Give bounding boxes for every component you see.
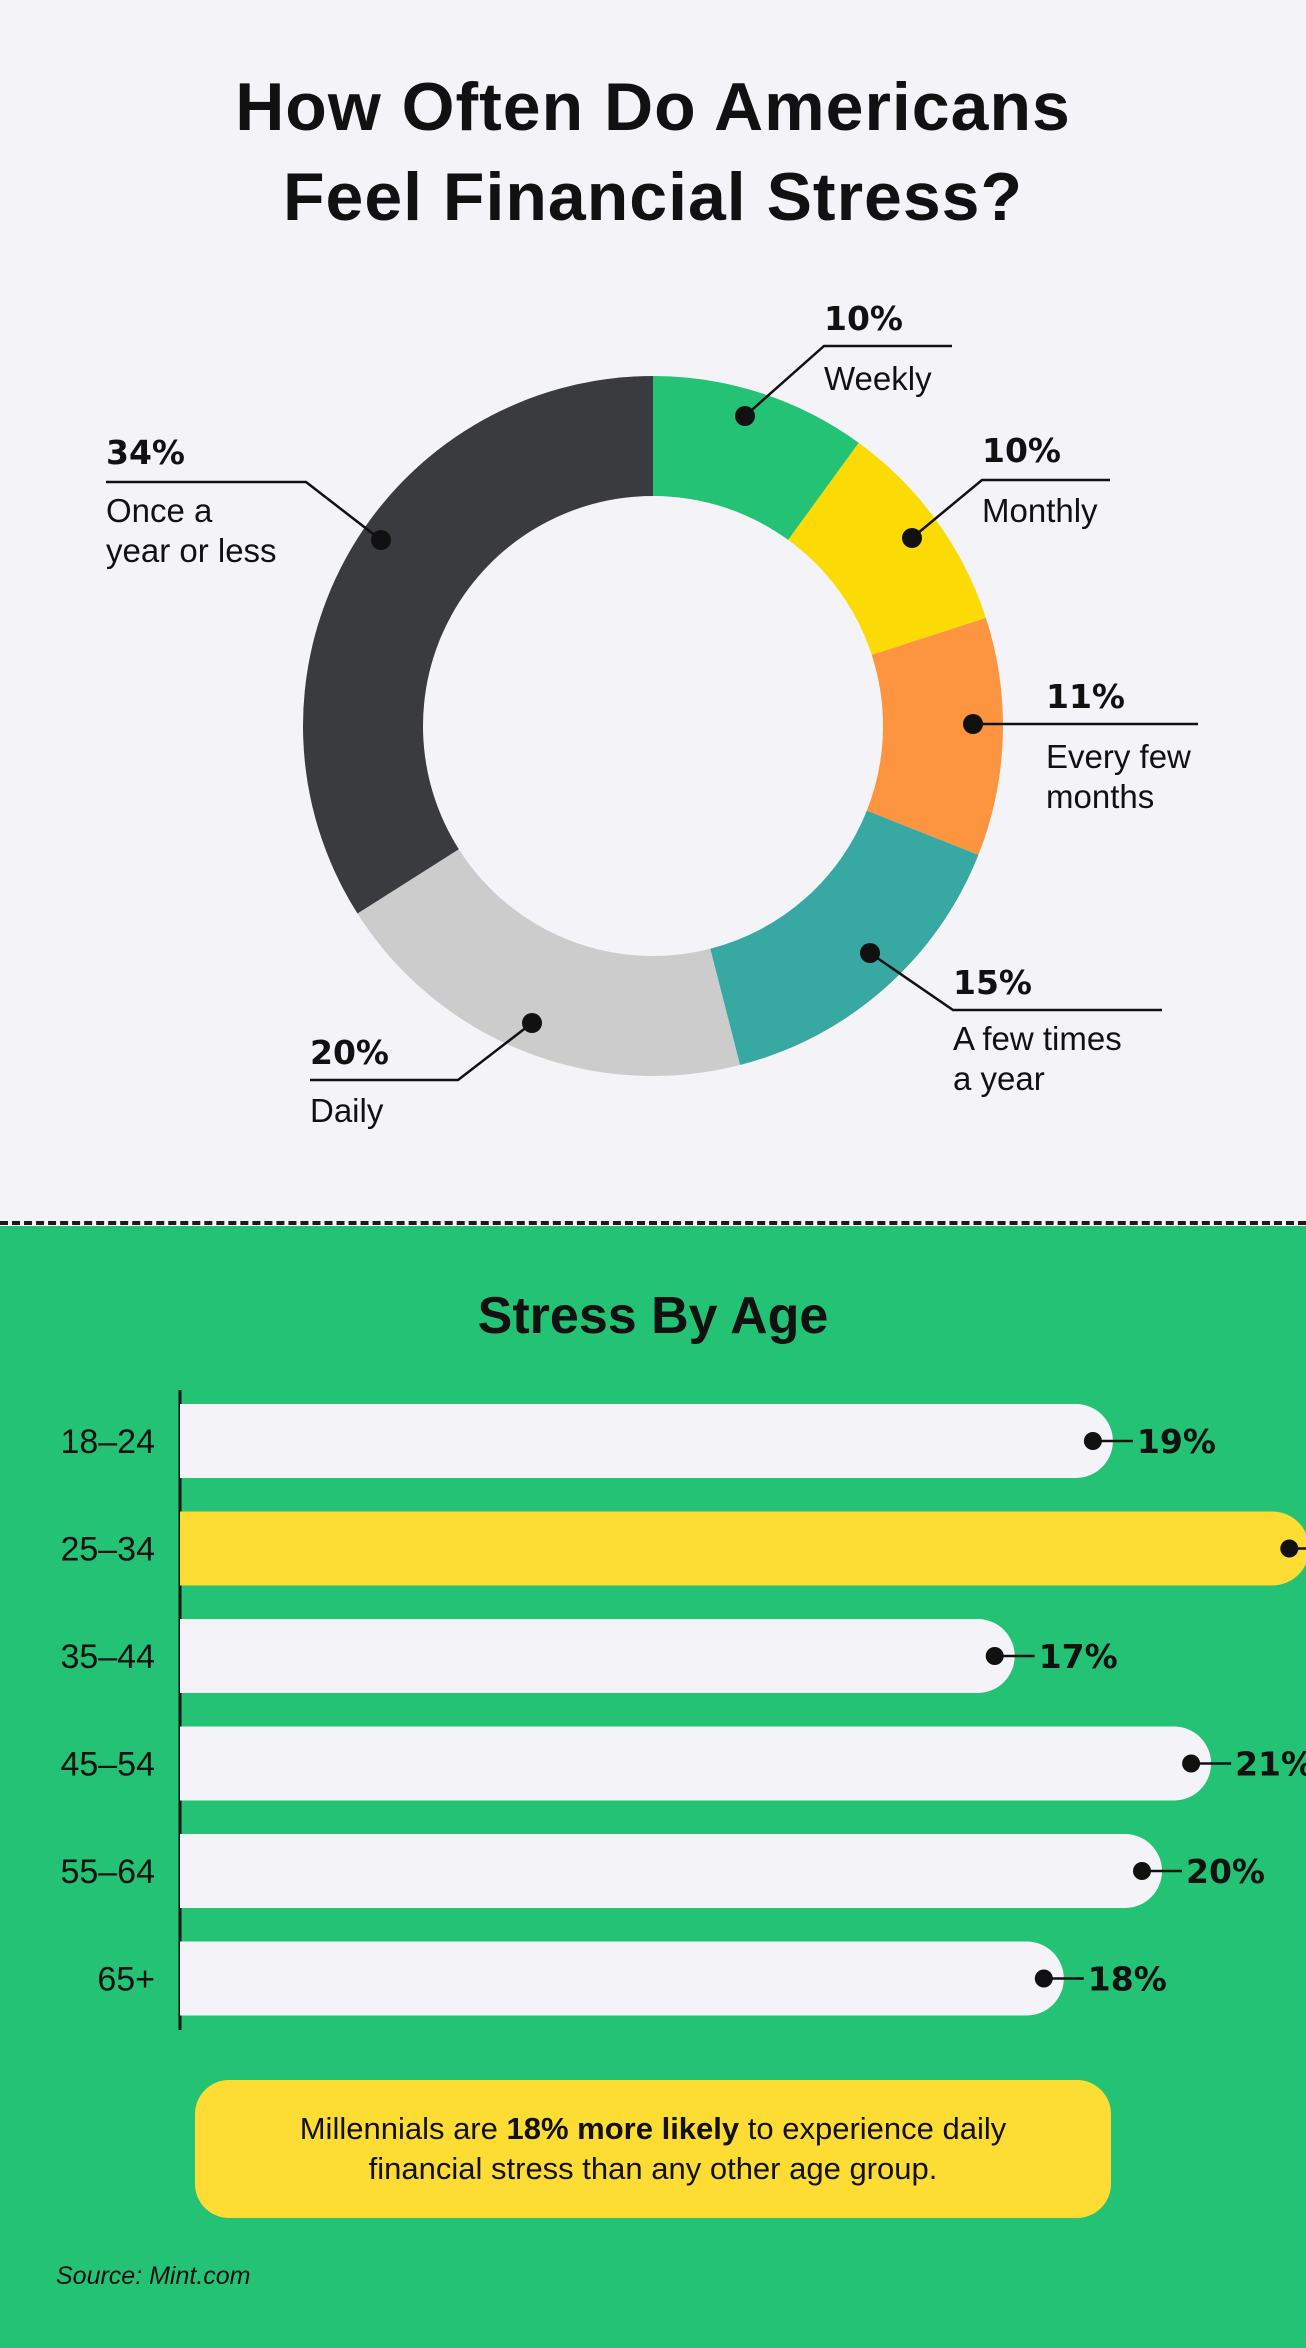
slice-category-label: A few times [953, 1020, 1122, 1057]
slice-category-label: year or less [106, 532, 277, 569]
slice-percent-label: 10% [824, 299, 903, 338]
leader-dot [735, 406, 755, 426]
age-bar [180, 1511, 1306, 1586]
donut-slice [303, 376, 653, 914]
leader-dot [371, 530, 391, 550]
callout-text-after: to experience daily [739, 2111, 1007, 2146]
bar-value-dot [1280, 1539, 1299, 1558]
bar-value-dot [1034, 1969, 1053, 1988]
callout-text-before: Millennials are [299, 2111, 507, 2146]
callout-box: Millennials are 18% more likely to exper… [195, 2080, 1111, 2218]
leader-line [744, 344, 952, 417]
bar-value-label: 20% [1186, 1852, 1265, 1891]
bar-value-dot [1133, 1862, 1151, 1880]
age-category-label: 35–44 [60, 1638, 155, 1676]
slice-percent-label: 20% [310, 1033, 389, 1072]
donut-slice [653, 376, 859, 540]
callout-line-2: financial stress than any other age grou… [368, 2151, 938, 2186]
leader-dot [522, 1013, 542, 1033]
slice-category-label: Every few [1046, 738, 1191, 775]
leader-line [310, 1022, 533, 1082]
age-category-label: 65+ [97, 1961, 155, 1999]
leader-line [106, 480, 382, 541]
source-credit: Source: Mint.com [56, 2262, 251, 2290]
bar-value-label: 18% [1088, 1960, 1167, 1999]
donut-slice [710, 810, 979, 1066]
age-category-label: 25–34 [60, 1531, 155, 1569]
age-bar [180, 1404, 1113, 1478]
bar-value-dot [985, 1647, 1004, 1665]
section-divider [0, 1221, 1306, 1225]
age-bar [180, 1941, 1064, 2016]
slice-category-label: Monthly [982, 492, 1098, 529]
leader-line [911, 478, 1110, 539]
leader-dot [963, 714, 983, 734]
bar-chart-title: Stress By Age [477, 1287, 829, 1345]
age-bar-chart: 18–2419%25–3423%35–4417%45–5421%55–6420%… [60, 1390, 1306, 2030]
bar-value-dot [1182, 1754, 1201, 1773]
slice-category-label: Weekly [824, 360, 932, 397]
donut-slice [788, 442, 986, 655]
slice-percent-label: 10% [982, 431, 1061, 470]
title-line-2: Feel Financial Stress? [282, 159, 1024, 235]
slice-category-label: months [1046, 778, 1154, 815]
callout-bold-text: 18% more likely [506, 2111, 740, 2146]
slice-category-label: Daily [310, 1092, 384, 1129]
title-line-1: How Often Do Americans [235, 69, 1071, 145]
slice-percent-label: 11% [1046, 677, 1125, 716]
donut-slice [866, 617, 1003, 855]
age-bar [180, 1726, 1212, 1801]
donut-slice [357, 849, 741, 1076]
bar-value-label: 17% [1039, 1637, 1118, 1676]
age-category-label: 45–54 [60, 1746, 155, 1784]
leader-dot [902, 528, 922, 548]
age-bar [180, 1834, 1162, 1908]
bar-value-label: 21% [1235, 1745, 1306, 1784]
leader-dot [860, 943, 880, 963]
slice-percent-label: 34% [106, 433, 185, 472]
age-category-label: 18–24 [60, 1423, 155, 1461]
slice-percent-label: 15% [953, 963, 1032, 1002]
bar-value-dot [1083, 1432, 1102, 1450]
page-title: How Often Do Americans Feel Financial St… [0, 62, 1306, 242]
age-category-label: 55–64 [60, 1853, 155, 1891]
bar-value-label: 19% [1137, 1422, 1216, 1461]
slice-category-label: a year [953, 1060, 1045, 1097]
age-bar [180, 1619, 1015, 1693]
leader-line [869, 951, 1162, 1012]
callout-line-1: Millennials are 18% more likely to exper… [300, 2109, 1007, 2149]
slice-category-label: Once a [106, 492, 213, 529]
